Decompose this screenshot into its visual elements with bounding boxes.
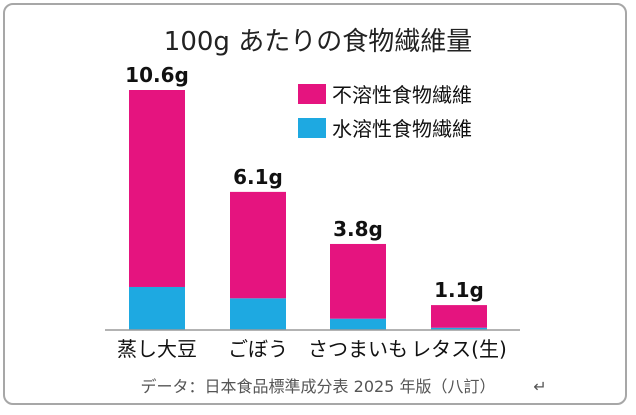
legend-swatch-soluble xyxy=(298,118,326,138)
bar-segment-soluble-2 xyxy=(330,318,386,330)
bar-segment-insoluble-3 xyxy=(431,305,487,328)
bar-segment-insoluble-1 xyxy=(230,191,286,299)
bar-segment-soluble-0 xyxy=(129,286,185,330)
category-label-3: レタス(生) xyxy=(411,337,507,361)
bar-segment-soluble-3 xyxy=(431,327,487,330)
total-label-0: 10.6g xyxy=(125,63,189,87)
legend-label-soluble: 水溶性食物繊維 xyxy=(332,117,472,141)
category-label-2: さつまいも xyxy=(308,337,408,361)
bar-segment-soluble-1 xyxy=(230,298,286,330)
total-label-3: 1.1g xyxy=(434,278,484,302)
bars-group: 10.6g 蒸し大豆 6.1g ごぼう 3.8g さつまいも 1.1g レタス(生) xyxy=(117,63,507,361)
total-label-2: 3.8g xyxy=(333,217,383,241)
source-note: データ：日本食品標準成分表 2025 年版（八訂） xyxy=(141,377,496,396)
legend-label-insoluble: 不溶性食物繊維 xyxy=(332,83,472,107)
total-label-1: 6.1g xyxy=(233,165,283,189)
chart-title: 100g あたりの食物繊維量 xyxy=(164,27,472,57)
return-mark: ↵ xyxy=(533,377,546,396)
category-label-1: ごぼう xyxy=(228,337,288,361)
legend-swatch-insoluble xyxy=(298,84,326,104)
bar-segment-insoluble-0 xyxy=(129,90,185,287)
category-label-0: 蒸し大豆 xyxy=(117,337,197,361)
bar-segment-insoluble-2 xyxy=(330,243,386,319)
chart-frame xyxy=(3,3,627,405)
